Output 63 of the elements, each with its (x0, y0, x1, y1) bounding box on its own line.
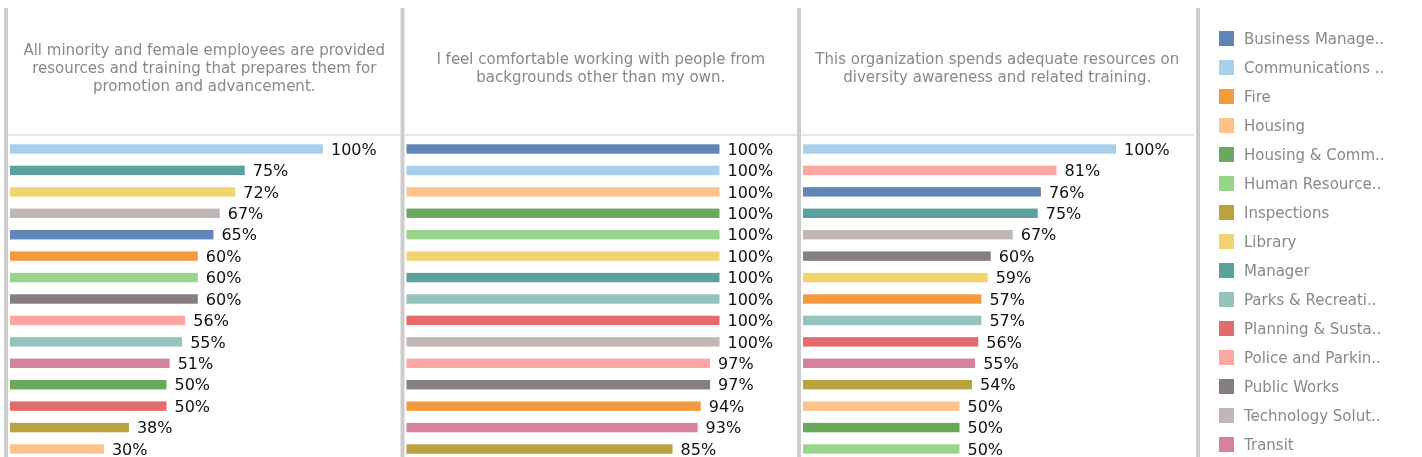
legend-label: Parks & Recreati.. (1244, 290, 1377, 309)
data-label: 100% (727, 139, 774, 159)
legend-label: Public Works (1244, 377, 1340, 396)
data-label: 97% (718, 354, 754, 374)
legend-label: Library (1244, 232, 1297, 251)
legend-label: Fire (1244, 87, 1271, 106)
data-label: 60% (205, 289, 242, 309)
data-label: 100% (727, 182, 774, 202)
data-label: 60% (998, 246, 1035, 266)
data-label: 57% (989, 289, 1025, 309)
data-label: 100% (727, 246, 774, 266)
data-label: 67% (227, 204, 264, 224)
data-label: 75% (252, 161, 289, 181)
data-label: 54% (980, 375, 1016, 395)
data-label: 100% (727, 204, 774, 224)
data-label: 100% (727, 225, 774, 245)
data-label: 38% (136, 418, 173, 438)
data-label: 55% (983, 354, 1019, 374)
data-label: 60% (205, 246, 242, 266)
data-label: 50% (174, 375, 211, 395)
data-label: 100% (1124, 139, 1170, 159)
legend-label: Human Resource.. (1244, 174, 1382, 193)
data-label: 100% (727, 289, 774, 309)
data-label: 50% (967, 439, 1004, 457)
legend-label: Business Manage.. (1244, 29, 1385, 48)
data-label: 100% (727, 332, 774, 352)
legend-label: Communications .. (1244, 58, 1385, 77)
data-label: 50% (967, 396, 1004, 416)
data-label: 85% (680, 439, 717, 457)
legend-label: Inspections (1244, 203, 1330, 222)
data-label: 50% (967, 418, 1004, 438)
data-label: 100% (727, 268, 774, 288)
data-label: 55% (190, 332, 226, 352)
data-label: 56% (986, 332, 1022, 352)
data-label: 50% (174, 396, 211, 416)
data-label: 100% (727, 311, 774, 331)
legend-label: Police and Parkin.. (1244, 348, 1381, 367)
data-label: 60% (205, 268, 242, 288)
data-label: 81% (1064, 161, 1101, 181)
data-label: 30% (111, 439, 148, 457)
data-label: 93% (705, 418, 742, 438)
chart-title: All minority and female employees are provided resources and training that prepares them for promotion and advancement. (23, 40, 386, 95)
data-label: 51% (177, 354, 214, 374)
data-label: 57% (989, 311, 1025, 331)
data-label: 94% (708, 396, 745, 416)
data-label: 56% (193, 311, 229, 331)
legend-label: Housing (1244, 116, 1305, 135)
data-label: 65% (221, 225, 258, 245)
chart-title: This organization spends adequate resources on diversity awareness and related training. (814, 49, 1180, 86)
chart-title: I feel comfortable working with people from backgrounds other than my own. (436, 49, 766, 86)
data-label: 76% (1048, 182, 1085, 202)
data-label: 67% (1020, 225, 1057, 245)
legend-label: Transit (1243, 435, 1294, 454)
data-label: 100% (727, 161, 774, 181)
data-label: 72% (243, 182, 279, 202)
legend-label: Technology Solut.. (1243, 406, 1381, 425)
data-label: 100% (331, 139, 377, 159)
data-label: 59% (995, 268, 1032, 288)
data-label: 97% (718, 375, 754, 395)
data-label: 75% (1045, 204, 1082, 224)
legend-label: Manager (1244, 261, 1311, 280)
legend-label: Housing & Comm.. (1244, 145, 1385, 164)
legend-label: Planning & Susta.. (1244, 319, 1382, 338)
